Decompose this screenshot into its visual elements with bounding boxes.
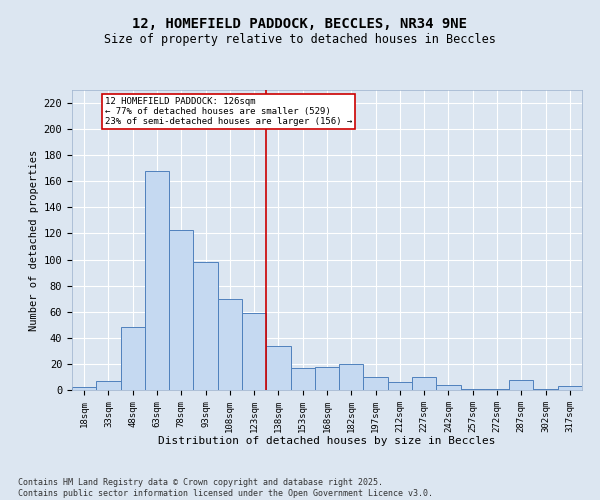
Bar: [339, 364, 364, 390]
X-axis label: Distribution of detached houses by size in Beccles: Distribution of detached houses by size …: [158, 436, 496, 446]
Bar: [242, 313, 266, 390]
Bar: [72, 388, 96, 390]
Bar: [509, 380, 533, 390]
Bar: [558, 386, 582, 390]
Bar: [193, 262, 218, 390]
Bar: [121, 328, 145, 390]
Text: Size of property relative to detached houses in Beccles: Size of property relative to detached ho…: [104, 32, 496, 46]
Bar: [218, 298, 242, 390]
Bar: [145, 171, 169, 390]
Bar: [266, 346, 290, 390]
Bar: [315, 366, 339, 390]
Y-axis label: Number of detached properties: Number of detached properties: [29, 150, 40, 330]
Bar: [364, 377, 388, 390]
Bar: [461, 388, 485, 390]
Text: 12, HOMEFIELD PADDOCK, BECCLES, NR34 9NE: 12, HOMEFIELD PADDOCK, BECCLES, NR34 9NE: [133, 18, 467, 32]
Bar: [388, 382, 412, 390]
Bar: [485, 388, 509, 390]
Bar: [436, 385, 461, 390]
Text: Contains HM Land Registry data © Crown copyright and database right 2025.
Contai: Contains HM Land Registry data © Crown c…: [18, 478, 433, 498]
Bar: [412, 377, 436, 390]
Bar: [96, 381, 121, 390]
Bar: [290, 368, 315, 390]
Text: 12 HOMEFIELD PADDOCK: 126sqm
← 77% of detached houses are smaller (529)
23% of s: 12 HOMEFIELD PADDOCK: 126sqm ← 77% of de…: [105, 96, 352, 126]
Bar: [169, 230, 193, 390]
Bar: [533, 388, 558, 390]
